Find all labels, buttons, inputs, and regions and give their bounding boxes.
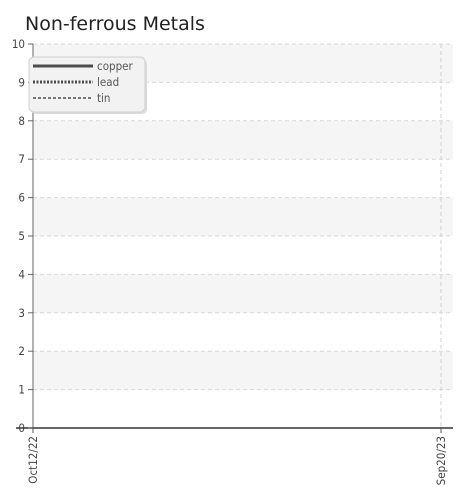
y-tick-label: 5 — [18, 229, 25, 243]
y-tick-label: 3 — [18, 306, 25, 320]
x-tick-label: Oct12/22 — [26, 436, 40, 484]
grid-band — [33, 197, 453, 236]
y-axis-ticks: 0 1 2 3 4 5 6 7 8 9 10 — [12, 37, 33, 435]
x-axis-ticks: Oct12/22 Sep20/23 — [26, 428, 448, 485]
y-tick-label: 1 — [18, 383, 25, 397]
y-tick-label: 2 — [18, 344, 25, 358]
legend-label-tin: tin — [97, 91, 111, 105]
y-tick-label: 9 — [18, 75, 25, 89]
y-tick-label: 7 — [18, 152, 25, 166]
y-tick-label: 0 — [18, 421, 25, 435]
legend: copper lead tin — [28, 56, 147, 114]
grid-band — [33, 351, 453, 390]
y-tick-label: 6 — [18, 191, 25, 205]
chart-title: Non-ferrous Metals — [25, 13, 205, 35]
legend-label-copper: copper — [97, 59, 134, 73]
legend-label-lead: lead — [97, 75, 119, 89]
grid-band — [33, 274, 453, 313]
y-tick-label: 4 — [18, 267, 25, 281]
grid-band — [33, 120, 453, 160]
y-tick-label: 8 — [18, 114, 25, 128]
x-tick-label: Sep20/23 — [434, 436, 448, 485]
y-tick-label: 10 — [12, 37, 25, 51]
